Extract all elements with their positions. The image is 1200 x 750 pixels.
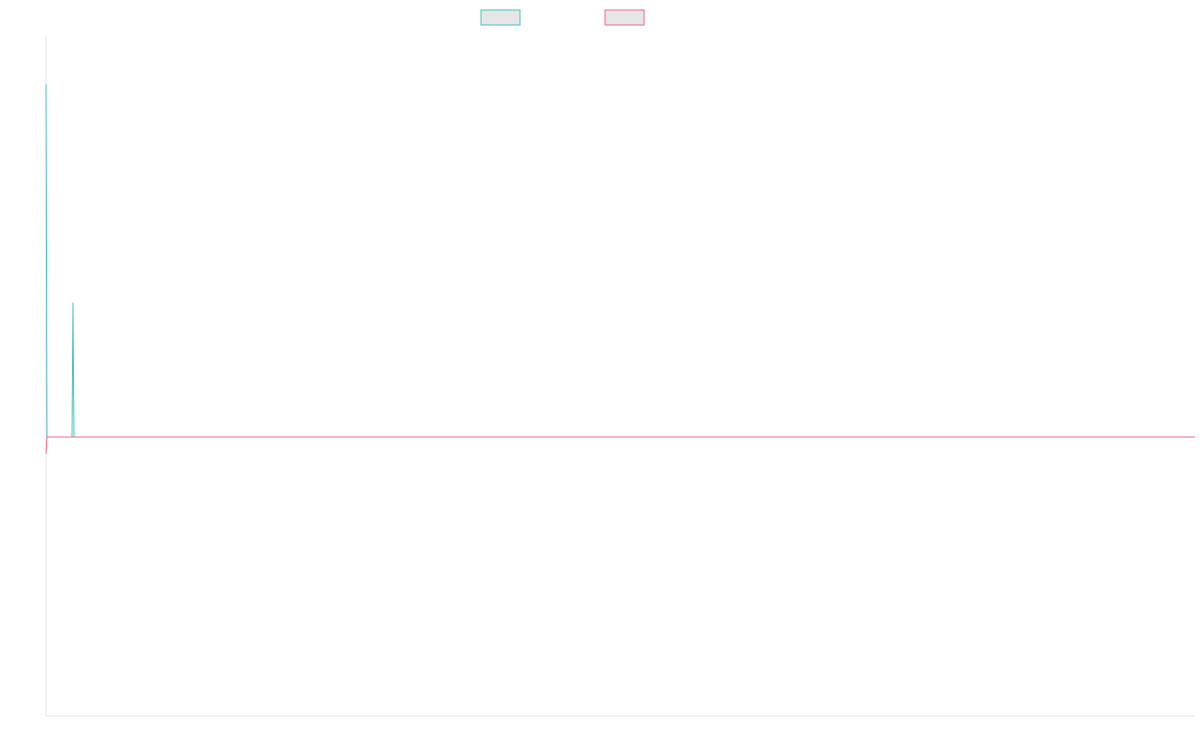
legend-swatch-1[interactable]	[480, 9, 521, 26]
series-line-1	[45, 84, 1195, 438]
legend[interactable]	[480, 9, 645, 26]
legend-swatch-2[interactable]	[604, 9, 645, 26]
series-layer	[45, 84, 1195, 454]
series-line-2	[45, 436, 1195, 454]
axes	[45, 36, 1195, 717]
